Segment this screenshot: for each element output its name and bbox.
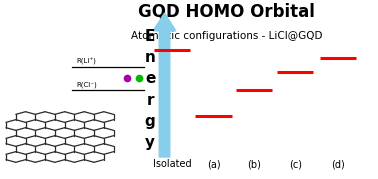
Text: n: n — [145, 50, 156, 65]
Text: R(Li⁺): R(Li⁺) — [76, 58, 96, 65]
Text: Isolated: Isolated — [153, 159, 191, 170]
Text: (b): (b) — [247, 159, 261, 170]
Text: E: E — [145, 29, 155, 44]
Text: e: e — [145, 71, 155, 86]
Text: (c): (c) — [289, 159, 302, 170]
Text: g: g — [145, 114, 156, 129]
FancyArrow shape — [153, 13, 176, 157]
Text: GQD HOMO Orbital: GQD HOMO Orbital — [138, 3, 315, 20]
Text: (a): (a) — [207, 159, 220, 170]
Text: y: y — [145, 135, 155, 150]
Text: Atomistic configurations - LiCl@GQD: Atomistic configurations - LiCl@GQD — [131, 31, 322, 41]
Text: r: r — [146, 93, 154, 108]
Text: (d): (d) — [331, 159, 345, 170]
Text: R(Cl⁻): R(Cl⁻) — [76, 82, 97, 88]
